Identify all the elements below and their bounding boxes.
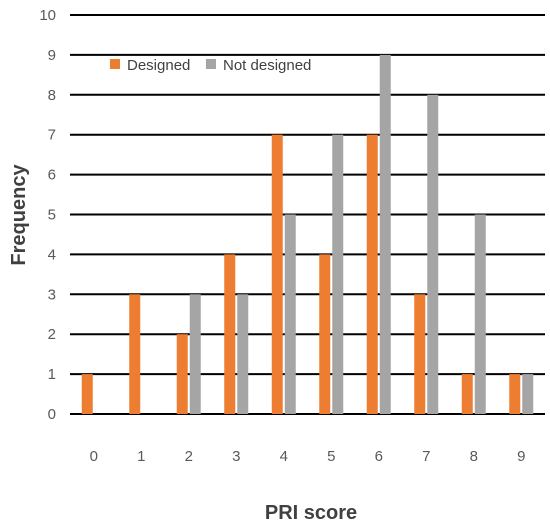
bar-designed-9: [509, 374, 521, 414]
legend-label-designed: Designed: [127, 57, 190, 74]
x-tick-label: 5: [327, 448, 335, 465]
y-tick-label: 3: [48, 286, 56, 303]
y-tick-label: 0: [48, 406, 56, 423]
y-tick-label: 9: [48, 47, 56, 64]
y-axis-ticks: 0 1 2 3 4 5 6 7 8 9 10: [39, 7, 56, 423]
bar-designed-6: [366, 134, 378, 414]
y-tick-label: 5: [48, 207, 56, 224]
x-tick-label: 9: [517, 448, 525, 465]
x-tick-label: 7: [422, 448, 430, 465]
gridlines: [70, 14, 545, 415]
y-tick-label: 10: [39, 7, 56, 24]
x-tick-label: 6: [375, 448, 383, 465]
bar-designed-3: [224, 254, 236, 414]
bar-not-designed-8: [474, 214, 486, 414]
bar-designed-0: [81, 374, 93, 414]
x-tick-label: 1: [137, 448, 145, 465]
bar-not-designed-3: [237, 294, 249, 414]
y-tick-label: 7: [48, 127, 56, 144]
bar-not-designed-7: [427, 94, 439, 415]
bar-not-designed-9: [522, 374, 534, 414]
x-tick-label: 4: [280, 448, 288, 465]
x-axis-title: PRI score: [265, 502, 357, 524]
y-tick-label: 1: [48, 366, 56, 383]
x-axis-ticks: 0 1 2 3 4 5 6 7 8 9: [90, 448, 526, 465]
x-tick-label: 8: [470, 448, 478, 465]
bar-not-designed-4: [284, 214, 296, 414]
y-axis-title: Frequency: [8, 164, 30, 266]
x-tick-label: 0: [90, 448, 98, 465]
bar-designed-2: [176, 334, 188, 414]
bar-designed-1: [129, 294, 141, 414]
y-tick-label: 2: [48, 326, 56, 343]
bars: [81, 54, 534, 415]
bar-not-designed-2: [189, 294, 201, 414]
bar-not-designed-6: [379, 54, 391, 415]
y-tick-label: 4: [48, 246, 56, 263]
bar-not-designed-5: [332, 134, 344, 414]
y-tick-label: 6: [48, 167, 56, 184]
bar-designed-4: [271, 134, 283, 414]
legend: Designed Not designed: [110, 57, 311, 74]
x-tick-label: 3: [232, 448, 240, 465]
legend-swatch-designed: [110, 59, 120, 69]
bar-designed-5: [319, 254, 331, 414]
legend-label-not-designed: Not designed: [223, 57, 311, 74]
bar-designed-7: [414, 294, 426, 414]
x-tick-label: 2: [185, 448, 193, 465]
bar-designed-8: [461, 374, 473, 414]
y-tick-label: 8: [48, 87, 56, 104]
legend-swatch-not-designed: [206, 59, 216, 69]
